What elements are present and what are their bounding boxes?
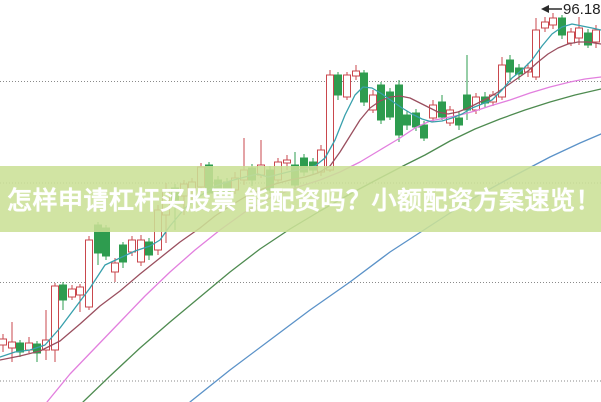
ma-lines — [0, 23, 601, 402]
headline-text: 怎样申请杠杆买股票 能配资吗？小额配资方案速览！ — [7, 187, 601, 215]
blue-ma — [189, 133, 601, 402]
price-annotation-label: 96.18 — [563, 1, 601, 18]
maroon-ma — [0, 41, 601, 361]
magenta-ma — [46, 76, 601, 402]
price-arrow-icon — [541, 5, 562, 13]
teal-ma — [0, 23, 601, 358]
headline-overlay-band: 怎样申请杠杆买股票 能配资吗？小额配资方案速览！ — [0, 166, 601, 232]
